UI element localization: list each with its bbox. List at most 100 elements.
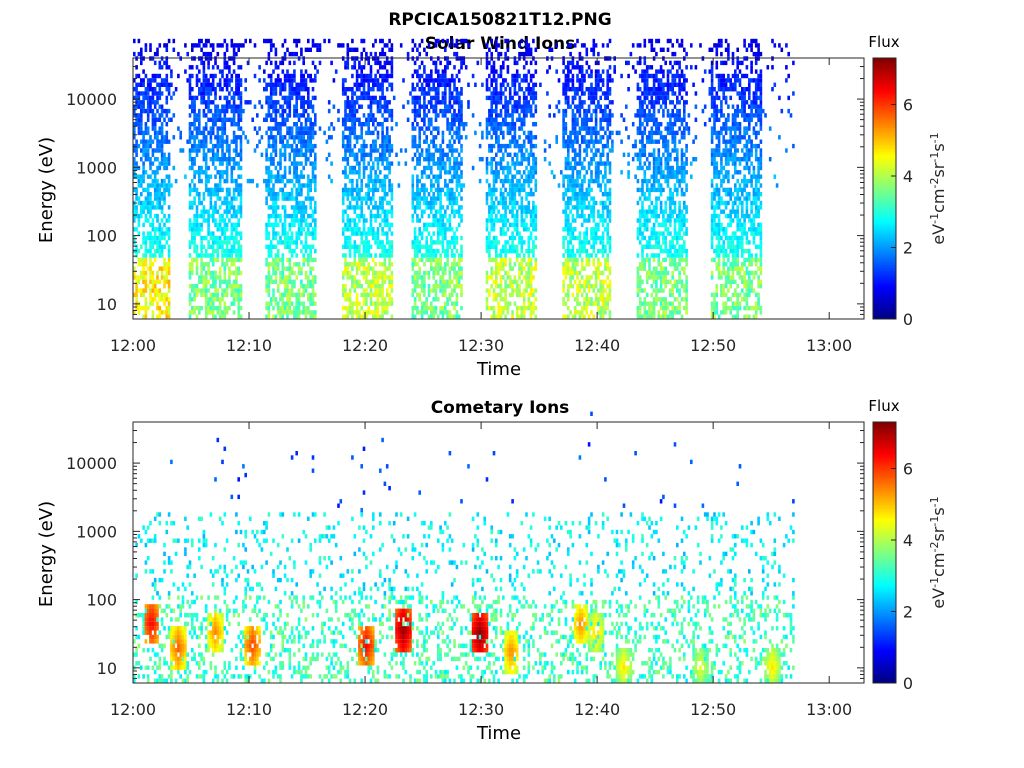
spectrogram-cell [256, 143, 259, 149]
spectrogram-cell [497, 91, 500, 96]
spectrogram-cell [497, 310, 500, 315]
spectrogram-cell [302, 152, 305, 157]
spectrogram-cell [286, 266, 289, 271]
spectrogram-cell [165, 139, 169, 144]
spectrogram-cell [464, 135, 468, 140]
spectrogram-cell [165, 65, 169, 70]
spectrogram-cell [534, 257, 538, 263]
spectrogram-cell [432, 284, 435, 289]
spectrogram-cell [432, 297, 435, 302]
spectrogram-cell [372, 279, 375, 284]
spectrogram-cell [430, 178, 433, 184]
spectrogram-cell [235, 91, 238, 96]
spectrogram-cell [133, 187, 136, 193]
spectrogram-cell [437, 73, 440, 79]
spectrogram-cell [420, 60, 424, 66]
spectrogram-cell [450, 178, 454, 184]
spectrogram-cell [355, 178, 359, 184]
spectrogram-cell [267, 73, 271, 79]
spectrogram-cell [548, 104, 551, 109]
spectrogram-cell [485, 43, 489, 48]
spectrogram-cell [283, 205, 287, 210]
spectrogram-cell [376, 78, 380, 83]
spectrogram-cell [302, 165, 305, 171]
spectrogram-cell [151, 200, 155, 206]
spectrogram-cell [360, 73, 363, 79]
spectrogram-cell [267, 305, 271, 311]
spectrogram-cell [495, 248, 498, 254]
spectrogram-cell [149, 43, 152, 48]
spectrogram-cell [515, 284, 519, 289]
spectrogram-cell [497, 95, 500, 101]
spectrogram-cell [304, 310, 308, 315]
spectrogram-cell [314, 301, 317, 306]
spectrogram-cell [430, 87, 433, 92]
spectrogram-cell [144, 139, 148, 144]
spectrogram-cell [314, 165, 317, 171]
spectrogram-cell [265, 113, 268, 118]
spectrogram-cell [420, 91, 424, 96]
spectrogram-cell [485, 78, 489, 83]
spectrogram-cell [464, 38, 468, 44]
spectrogram-cell [379, 122, 382, 127]
spectrogram-cell [379, 213, 382, 219]
spectrogram-cell [460, 117, 463, 122]
spectrogram-cell [522, 108, 526, 114]
spectrogram-cell [434, 95, 438, 101]
spectrogram-cell [555, 43, 558, 48]
spectrogram-cell [235, 248, 238, 254]
spectrogram-cell [444, 266, 447, 271]
spectrogram-cell [411, 275, 415, 280]
spectrogram-cell [522, 292, 526, 298]
spectrogram-cell [376, 100, 380, 105]
spectrogram-cell [418, 257, 421, 263]
spectrogram-cell [374, 78, 377, 83]
spectrogram-cell [453, 148, 456, 153]
spectrogram-cell [511, 135, 514, 140]
spectrogram-cell [418, 248, 421, 254]
spectrogram-cell [455, 170, 459, 175]
spectrogram-cell [133, 170, 136, 175]
spectrogram-cell [351, 113, 354, 118]
spectrogram-cell [385, 213, 389, 219]
spectrogram-cell [532, 135, 535, 140]
spectrogram-cell [432, 275, 435, 280]
spectrogram-cell [376, 174, 380, 179]
spectrogram-cell [200, 47, 203, 52]
spectrogram-cell [202, 126, 206, 131]
spectrogram-cell [374, 60, 377, 66]
spectrogram-cell [492, 157, 496, 162]
spectrogram-cell [430, 248, 433, 254]
spectrogram-cell [272, 200, 275, 206]
spectrogram-cell [529, 135, 533, 140]
spectrogram-cell [158, 91, 162, 96]
spectrogram-cell [413, 284, 417, 289]
spectrogram-cell [153, 235, 157, 241]
spectrogram-cell [418, 87, 421, 92]
spectrogram-cell [388, 73, 391, 79]
spectrogram-cell [232, 113, 236, 118]
spectrogram-cell [381, 305, 384, 311]
spectrogram-cell [390, 297, 394, 302]
spectrogram-cell [200, 227, 203, 232]
spectrogram-cell [153, 60, 157, 66]
spectrogram-cell [441, 113, 445, 118]
spectrogram-cell [223, 157, 227, 162]
spectrogram-cell [133, 266, 136, 271]
spectrogram-cell [297, 174, 301, 179]
spectrogram-cell [214, 73, 217, 79]
spectrogram-cell [309, 213, 312, 219]
spectrogram-cell [314, 161, 317, 166]
spectrogram-cell [492, 87, 496, 92]
spectrogram-cell [144, 284, 148, 289]
spectrogram-cell [146, 108, 150, 114]
spectrogram-cell [300, 174, 303, 179]
spectrogram-cell [423, 104, 426, 109]
spectrogram-cell [353, 117, 357, 122]
spectrogram-cell [439, 253, 442, 258]
spectrogram-cell [379, 73, 382, 79]
spectrogram-cell [457, 152, 461, 157]
spectrogram-cell [529, 292, 533, 298]
spectrogram-cell [529, 47, 533, 52]
spectrogram-cell [274, 122, 278, 127]
